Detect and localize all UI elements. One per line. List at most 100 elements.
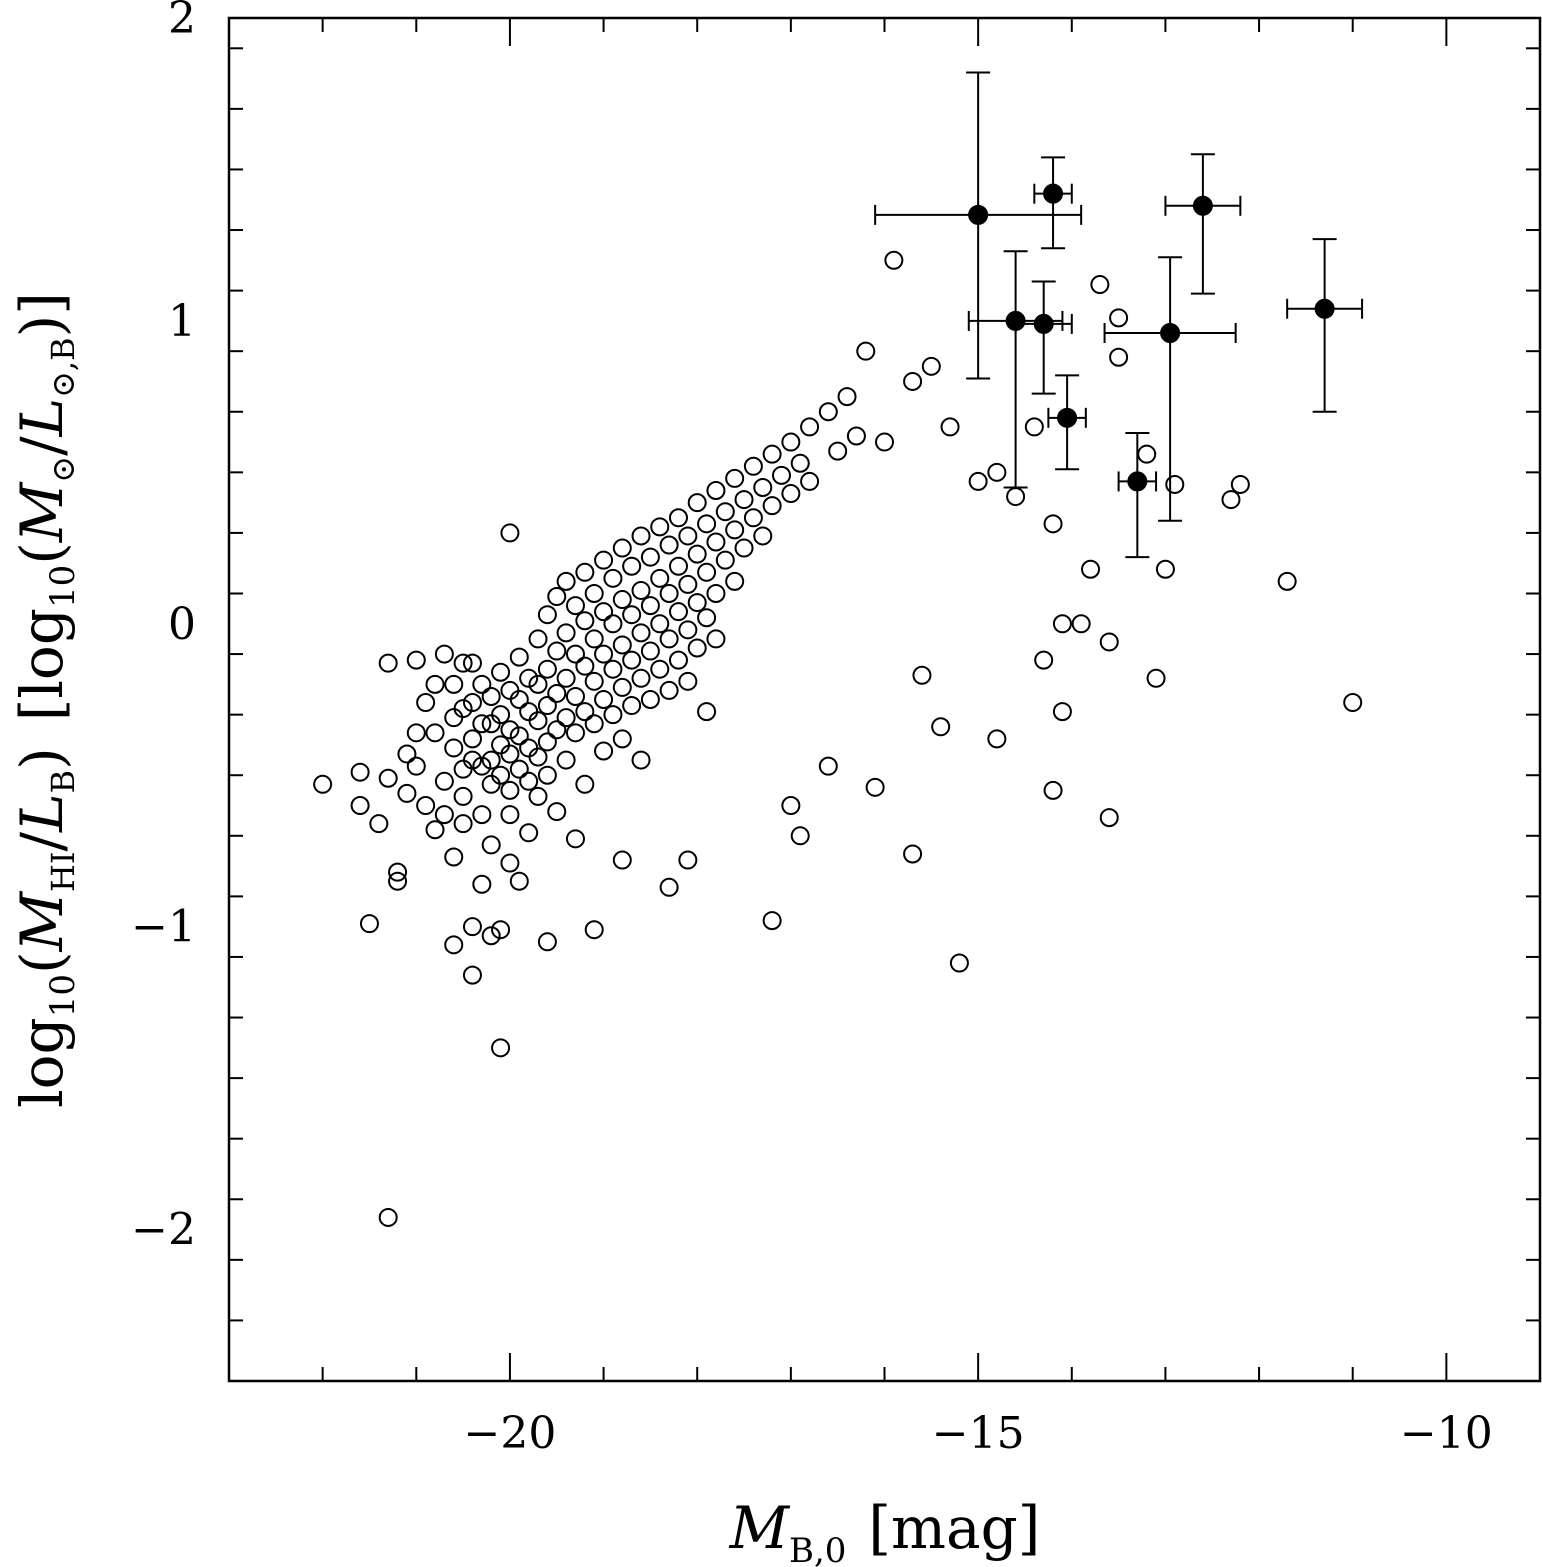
data-point-open [762, 496, 782, 516]
data-point-open [528, 674, 548, 694]
data-point-open [631, 526, 651, 546]
data-point-open [584, 671, 604, 691]
data-point-open [706, 532, 726, 552]
data-point-open [556, 708, 576, 728]
data-point-open [537, 765, 557, 785]
data-point-open [818, 402, 838, 422]
data-point-open [406, 723, 426, 743]
data-point-open [359, 914, 379, 934]
data-point-open [659, 877, 679, 897]
data-point-open [481, 835, 501, 855]
data-point-open [425, 820, 445, 840]
data-point-open [1052, 702, 1072, 722]
data-point-open [444, 847, 464, 867]
data-point-open [444, 674, 464, 694]
data-point-open [1277, 571, 1297, 591]
data-point-open [388, 862, 408, 882]
data-point-open [491, 765, 511, 785]
data-point-open [949, 953, 969, 973]
data-point-open [491, 1038, 511, 1058]
data-point-open [725, 571, 745, 591]
y-label-denominator-sub: B [44, 770, 82, 794]
data-point-open [547, 683, 567, 703]
data-point-open [931, 717, 951, 737]
data-point-open [659, 629, 679, 649]
data-point-open [790, 826, 810, 846]
y-label-numerator-sub: HI [44, 851, 82, 892]
data-point-open [640, 641, 660, 661]
data-point-open [650, 614, 670, 634]
data-point-open [537, 696, 557, 716]
data-point-filled [1160, 323, 1181, 344]
data-point-open [313, 774, 333, 794]
data-point-open [1165, 474, 1185, 494]
data-point-open [668, 556, 688, 576]
data-point-filled [1314, 298, 1335, 319]
data-point-open [631, 623, 651, 643]
data-point-open [1034, 650, 1054, 670]
data-point-open [865, 777, 885, 797]
x-axis-label: MB,0 [mag] [729, 1494, 1041, 1567]
data-point-open [884, 250, 904, 270]
data-point-open [1006, 487, 1026, 507]
data-point-open [416, 693, 436, 713]
y-tick-label: 2 [168, 0, 196, 44]
y-label-prefix: log [8, 1017, 76, 1108]
data-point-open [565, 596, 585, 616]
data-point-open [528, 711, 548, 731]
data-point-open [875, 432, 894, 452]
data-point-open [987, 462, 1007, 482]
data-point-open [500, 853, 520, 873]
data-point-open [650, 568, 670, 588]
data-point-open [1230, 474, 1250, 494]
data-point-open [434, 771, 454, 791]
data-point-open [631, 580, 651, 600]
data-point-open [631, 668, 651, 688]
data-point-open [388, 871, 408, 891]
data-point-open [659, 535, 679, 555]
data-point-open [594, 741, 614, 761]
data-point-open [781, 796, 801, 816]
data-point-open [603, 614, 623, 634]
data-point-open [1109, 347, 1129, 367]
x-axis-label-main: M [729, 1494, 791, 1562]
data-point-open [462, 750, 482, 770]
data-point-open [500, 523, 520, 543]
data-point-open [378, 1207, 398, 1227]
data-point-open [547, 802, 567, 822]
data-point-open [575, 774, 595, 794]
data-point-open [378, 768, 398, 788]
data-point-open [668, 602, 688, 622]
data-point-open [462, 729, 482, 749]
data-point-open [556, 623, 576, 643]
data-point-open [753, 477, 773, 497]
data-point-open [472, 805, 492, 825]
data-point-open [537, 932, 557, 952]
data-point-open [612, 538, 632, 558]
data-point-open [481, 750, 501, 770]
data-point-open [1024, 417, 1044, 437]
data-point-open [612, 635, 632, 655]
data-point-open [472, 756, 492, 776]
data-point-open [556, 668, 576, 688]
data-point-open [640, 596, 660, 616]
data-point-open [500, 780, 520, 800]
data-point-filled [968, 204, 989, 225]
x-tick-label: −15 [932, 1408, 1025, 1459]
data-point-open [706, 583, 726, 603]
y-label-unit-numerator-sub: ⊙ [44, 456, 82, 483]
data-point-open [706, 481, 726, 501]
data-point-open [856, 341, 876, 361]
data-point-open [575, 562, 595, 582]
data-point-open [1109, 308, 1129, 328]
data-point-open [584, 714, 604, 734]
data-point-open [603, 705, 623, 725]
data-point-open [397, 783, 417, 803]
data-point-open [1146, 668, 1166, 688]
data-point-open [725, 520, 745, 540]
data-point-open [1043, 514, 1063, 534]
data-point-open [509, 759, 529, 779]
y-label-unit-prefix: [log [8, 608, 76, 721]
